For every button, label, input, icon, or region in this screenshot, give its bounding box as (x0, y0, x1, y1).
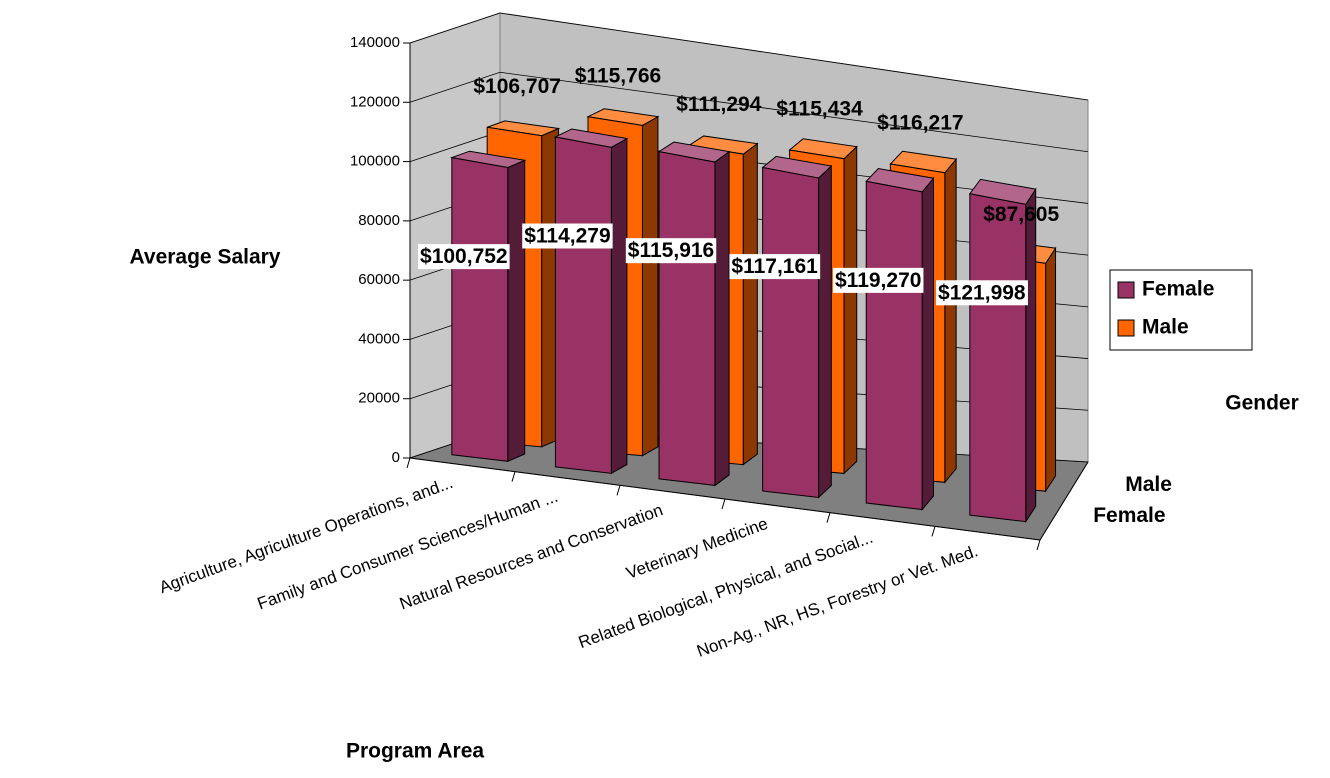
bar-front (658, 151, 716, 486)
bar-side (1045, 246, 1057, 493)
x-tick (511, 471, 516, 482)
bar-side (1025, 187, 1037, 524)
x-axis (409, 457, 1041, 541)
bar-side (921, 176, 934, 511)
y-tick-label: 80000 (358, 212, 400, 229)
data-label: $121,998 (938, 281, 1026, 304)
grid-line (409, 12, 1089, 101)
x-tick (1036, 539, 1041, 551)
x-tick-label: Natural Resources and Conservation (397, 500, 665, 613)
legend-swatch (1117, 281, 1135, 299)
z-axis-label: Gender (1225, 392, 1299, 415)
bar (553, 128, 629, 475)
bar-side (641, 115, 659, 457)
bar-front (451, 156, 509, 462)
y-tick-label: 0 (392, 449, 400, 466)
x-tick (826, 512, 831, 523)
data-label: $100,752 (420, 245, 508, 268)
x-tick (406, 457, 411, 469)
data-label: $115,766 (575, 64, 661, 87)
data-label-box (729, 254, 821, 280)
y-tick-label: 100000 (350, 153, 400, 170)
data-label: $111,294 (676, 93, 762, 116)
data-label-box (833, 267, 924, 293)
x-axis-label: Program Area (346, 740, 484, 763)
data-label: $116,217 (877, 112, 963, 135)
y-tick-label: 140000 (350, 34, 400, 51)
data-label: $114,279 (524, 225, 610, 248)
legend-swatch (1117, 319, 1135, 337)
bar-side (818, 164, 832, 499)
data-label: $117,161 (731, 255, 818, 278)
data-label-box (418, 244, 510, 270)
bar (657, 141, 731, 487)
y-tick-label: 40000 (358, 330, 400, 347)
y-tick-label: 20000 (358, 390, 400, 407)
bar (865, 168, 935, 511)
bar-side (843, 145, 858, 475)
data-label: $115,434 (776, 98, 863, 121)
bar-side (742, 142, 758, 466)
bar-side (610, 137, 628, 475)
data-label-box (522, 223, 613, 249)
z-tick-label: Female (1093, 504, 1165, 527)
data-label-box (625, 238, 717, 264)
data-label-box (936, 280, 1028, 306)
bar-front (762, 166, 820, 499)
bar-side (507, 159, 526, 463)
bar-front (554, 136, 612, 474)
x-tick (616, 485, 621, 496)
data-label: $106,707 (473, 75, 561, 98)
data-label: $119,270 (835, 269, 921, 292)
z-axis (1039, 461, 1089, 541)
bar (449, 150, 527, 463)
data-label: $87,605 (983, 203, 1059, 226)
y-tick-label: 120000 (350, 93, 400, 110)
bar-front (969, 193, 1027, 523)
bar-side (944, 157, 957, 484)
x-tick (931, 526, 936, 537)
x-tick (721, 498, 726, 510)
legend-label: Male (1142, 316, 1189, 339)
grid-line (409, 71, 1089, 153)
z-tick-label: Male (1125, 473, 1172, 496)
y-axis-label: Average Salary (130, 246, 281, 269)
bar-front (865, 180, 923, 511)
y-tick-label: 60000 (358, 271, 400, 288)
legend-label: Female (1142, 278, 1214, 301)
bar-side (714, 150, 730, 487)
bar (761, 155, 833, 499)
data-label: $115,916 (628, 239, 714, 262)
bar (968, 178, 1037, 524)
